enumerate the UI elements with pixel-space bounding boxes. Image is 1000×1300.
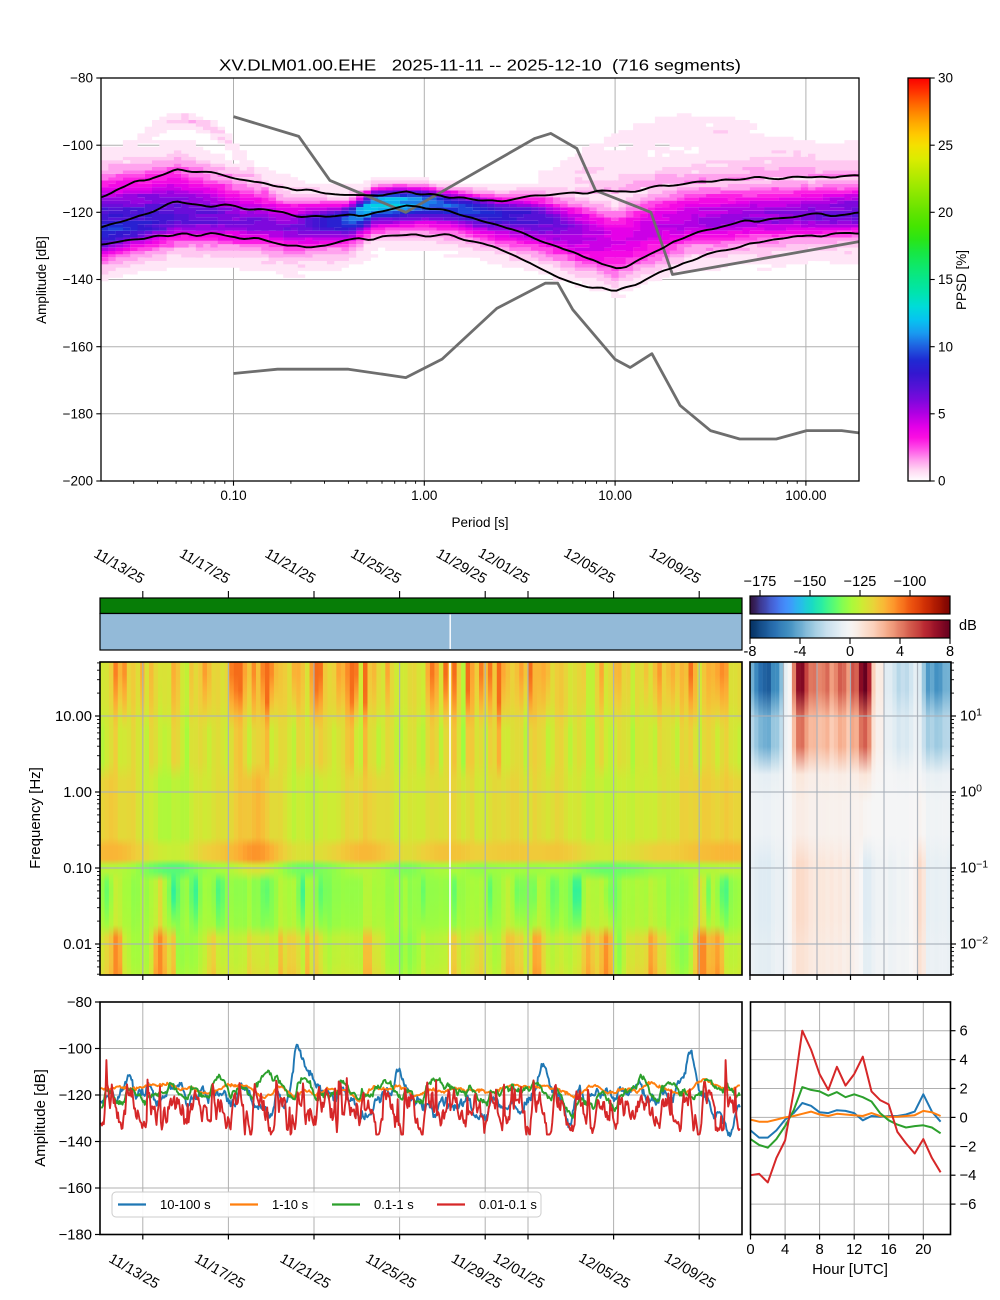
svg-text:0.1-1 s: 0.1-1 s (374, 1197, 414, 1212)
svg-text:4: 4 (896, 644, 904, 660)
svg-text:-4: -4 (794, 644, 807, 660)
svg-text:PPSD [%]: PPSD [%] (954, 250, 969, 310)
svg-text:6: 6 (960, 1024, 968, 1040)
svg-text:16: 16 (880, 1242, 896, 1258)
svg-text:0: 0 (746, 1242, 754, 1258)
svg-text:2: 2 (960, 1082, 968, 1098)
svg-text:−4: −4 (960, 1168, 977, 1184)
svg-text:Period [s]: Period [s] (451, 515, 508, 530)
svg-text:12: 12 (846, 1242, 862, 1258)
svg-text:1-10 s: 1-10 s (272, 1197, 309, 1212)
svg-text:−200: −200 (63, 474, 93, 489)
svg-text:10.00: 10.00 (55, 709, 92, 725)
svg-text:−125: −125 (844, 574, 877, 590)
svg-text:−140: −140 (59, 1135, 92, 1151)
svg-text:dB: dB (959, 618, 977, 634)
svg-text:−6: −6 (960, 1197, 977, 1213)
svg-text:−120: −120 (63, 205, 93, 220)
svg-text:100.00: 100.00 (785, 488, 826, 503)
svg-text:10.00: 10.00 (598, 488, 632, 503)
svg-text:−100: −100 (894, 574, 927, 590)
svg-text:−120: −120 (59, 1088, 92, 1104)
svg-text:−100: −100 (63, 138, 93, 153)
svg-text:−2: −2 (960, 1139, 977, 1155)
svg-text:−140: −140 (63, 272, 93, 287)
svg-text:0: 0 (938, 474, 946, 489)
svg-text:20: 20 (938, 205, 953, 220)
svg-text:5: 5 (938, 407, 946, 422)
svg-text:20: 20 (915, 1242, 931, 1258)
svg-text:−150: −150 (794, 574, 827, 590)
svg-text:8: 8 (946, 644, 954, 660)
svg-text:15: 15 (938, 272, 953, 287)
svg-text:4: 4 (960, 1053, 968, 1069)
svg-text:Amplitude [dB]: Amplitude [dB] (32, 1069, 49, 1167)
svg-text:Frequency [Hz]: Frequency [Hz] (27, 767, 44, 869)
svg-text:0: 0 (960, 1110, 968, 1126)
svg-text:−160: −160 (63, 339, 93, 354)
svg-text:10-100 s: 10-100 s (160, 1197, 211, 1212)
svg-text:1.00: 1.00 (63, 785, 92, 801)
svg-text:8: 8 (815, 1242, 823, 1258)
svg-text:−100: −100 (59, 1042, 92, 1058)
svg-text:-8: -8 (744, 644, 757, 660)
svg-text:0: 0 (846, 644, 854, 660)
svg-text:Hour [UTC]: Hour [UTC] (812, 1261, 888, 1278)
svg-text:0.01-0.1 s: 0.01-0.1 s (479, 1197, 537, 1212)
svg-text:10: 10 (938, 339, 953, 354)
svg-text:0.10: 0.10 (220, 488, 246, 503)
svg-text:−160: −160 (59, 1181, 92, 1197)
svg-text:0.01: 0.01 (63, 937, 92, 953)
svg-text:25: 25 (938, 138, 953, 153)
svg-text:−175: −175 (744, 574, 777, 590)
svg-text:4: 4 (781, 1242, 789, 1258)
svg-text:0.10: 0.10 (63, 861, 92, 877)
svg-text:−180: −180 (63, 407, 93, 422)
svg-text:−80: −80 (67, 995, 92, 1011)
svg-text:−180: −180 (59, 1228, 92, 1244)
svg-text:1.00: 1.00 (411, 488, 437, 503)
svg-text:30: 30 (938, 71, 953, 86)
svg-text:XV.DLM01.00.EHE 2025-11-11 -: XV.DLM01.00.EHE 2025-11-11 -- 2025-12-10… (219, 57, 741, 74)
svg-text:−80: −80 (70, 71, 93, 86)
svg-text:Amplitude [dB]: Amplitude [dB] (34, 236, 49, 324)
